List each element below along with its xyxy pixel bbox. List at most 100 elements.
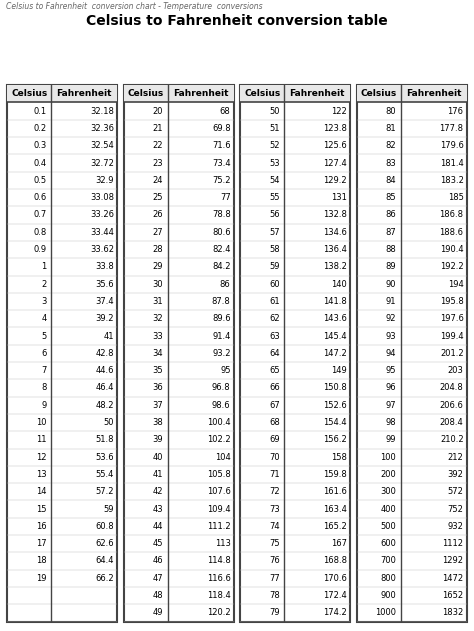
Text: 84.2: 84.2 — [212, 262, 231, 271]
Text: 73.4: 73.4 — [212, 158, 231, 168]
Text: 31: 31 — [153, 297, 164, 306]
Text: 86: 86 — [220, 280, 231, 288]
Text: 188.6: 188.6 — [439, 228, 464, 237]
Text: 109.4: 109.4 — [207, 505, 231, 514]
Text: Celsius: Celsius — [128, 90, 164, 98]
Text: 32.72: 32.72 — [90, 158, 114, 168]
Text: Celsius to Fahrenheit conversion table: Celsius to Fahrenheit conversion table — [86, 14, 388, 28]
Text: 34: 34 — [153, 349, 164, 358]
Text: 572: 572 — [448, 487, 464, 496]
Text: 392: 392 — [448, 470, 464, 479]
Text: Celsius: Celsius — [361, 90, 397, 98]
Text: 141.8: 141.8 — [323, 297, 347, 306]
Text: Celsius: Celsius — [11, 90, 47, 98]
Text: 57: 57 — [269, 228, 280, 237]
Text: 1292: 1292 — [443, 557, 464, 565]
Text: 932: 932 — [448, 522, 464, 531]
Text: 48: 48 — [153, 591, 164, 600]
Text: 149: 149 — [331, 366, 347, 375]
Text: 33: 33 — [153, 331, 164, 341]
Text: 134.6: 134.6 — [323, 228, 347, 237]
Text: 15: 15 — [36, 505, 47, 514]
Text: 35: 35 — [153, 366, 164, 375]
Text: 54: 54 — [269, 176, 280, 185]
Text: 67: 67 — [269, 401, 280, 410]
Text: 33.26: 33.26 — [90, 211, 114, 220]
Text: 1832: 1832 — [442, 608, 464, 617]
Text: 40: 40 — [153, 452, 164, 462]
Text: 752: 752 — [448, 505, 464, 514]
Text: 35.6: 35.6 — [95, 280, 114, 288]
Text: 0.6: 0.6 — [34, 193, 47, 202]
Text: 167: 167 — [331, 539, 347, 548]
Text: 46: 46 — [153, 557, 164, 565]
Text: 56: 56 — [269, 211, 280, 220]
Text: 127.4: 127.4 — [323, 158, 347, 168]
Text: 200: 200 — [381, 470, 396, 479]
Text: 5: 5 — [42, 331, 47, 341]
Text: 21: 21 — [153, 124, 164, 133]
Text: 4: 4 — [42, 314, 47, 323]
Text: 154.4: 154.4 — [323, 418, 347, 427]
Text: 500: 500 — [381, 522, 396, 531]
Text: 97: 97 — [386, 401, 396, 410]
Text: 1472: 1472 — [442, 574, 464, 583]
Text: 163.4: 163.4 — [323, 505, 347, 514]
Text: 113: 113 — [215, 539, 231, 548]
Text: 400: 400 — [381, 505, 396, 514]
Text: Fahrenheit: Fahrenheit — [56, 90, 112, 98]
Text: 38: 38 — [153, 418, 164, 427]
Text: 46.4: 46.4 — [96, 384, 114, 392]
Text: 190.4: 190.4 — [440, 245, 464, 254]
Text: 62.6: 62.6 — [95, 539, 114, 548]
Text: 25: 25 — [153, 193, 164, 202]
Text: 59: 59 — [104, 505, 114, 514]
Text: 45: 45 — [153, 539, 164, 548]
Text: 72: 72 — [269, 487, 280, 496]
Text: 55.4: 55.4 — [96, 470, 114, 479]
Text: 29: 29 — [153, 262, 164, 271]
Text: 111.2: 111.2 — [207, 522, 231, 531]
Text: 51.8: 51.8 — [96, 435, 114, 444]
Text: 100.4: 100.4 — [207, 418, 231, 427]
Text: 49: 49 — [153, 608, 164, 617]
Text: 69.8: 69.8 — [212, 124, 231, 133]
Text: 50: 50 — [269, 107, 280, 115]
Text: 84: 84 — [386, 176, 396, 185]
Bar — [240, 85, 350, 102]
Text: 194: 194 — [448, 280, 464, 288]
Text: 183.2: 183.2 — [440, 176, 464, 185]
Text: 2: 2 — [42, 280, 47, 288]
Text: 22: 22 — [153, 141, 164, 150]
Text: 17: 17 — [36, 539, 47, 548]
Text: 1: 1 — [42, 262, 47, 271]
Text: 50: 50 — [104, 418, 114, 427]
Text: 41: 41 — [153, 470, 164, 479]
Text: 77: 77 — [269, 574, 280, 583]
Text: 0.9: 0.9 — [34, 245, 47, 254]
Text: 204.8: 204.8 — [440, 384, 464, 392]
Text: 122: 122 — [331, 107, 347, 115]
Text: Celsius to Fahrenheit  conversion chart - Temperature  conversions: Celsius to Fahrenheit conversion chart -… — [6, 2, 262, 11]
Text: 9: 9 — [42, 401, 47, 410]
Text: 102.2: 102.2 — [207, 435, 231, 444]
Text: 13: 13 — [36, 470, 47, 479]
Text: 197.6: 197.6 — [440, 314, 464, 323]
Text: 93: 93 — [386, 331, 396, 341]
Text: 19: 19 — [36, 574, 47, 583]
Text: 71.6: 71.6 — [212, 141, 231, 150]
Text: 174.2: 174.2 — [323, 608, 347, 617]
Text: 44.6: 44.6 — [96, 366, 114, 375]
Text: 91: 91 — [386, 297, 396, 306]
Text: 77: 77 — [220, 193, 231, 202]
Text: 203: 203 — [448, 366, 464, 375]
Text: 118.4: 118.4 — [207, 591, 231, 600]
Text: Celsius: Celsius — [244, 90, 280, 98]
Text: 83: 83 — [385, 158, 396, 168]
Text: 10: 10 — [36, 418, 47, 427]
Text: 176: 176 — [447, 107, 464, 115]
Text: 107.6: 107.6 — [207, 487, 231, 496]
Text: 63: 63 — [269, 331, 280, 341]
Text: 44: 44 — [153, 522, 164, 531]
Text: 116.6: 116.6 — [207, 574, 231, 583]
